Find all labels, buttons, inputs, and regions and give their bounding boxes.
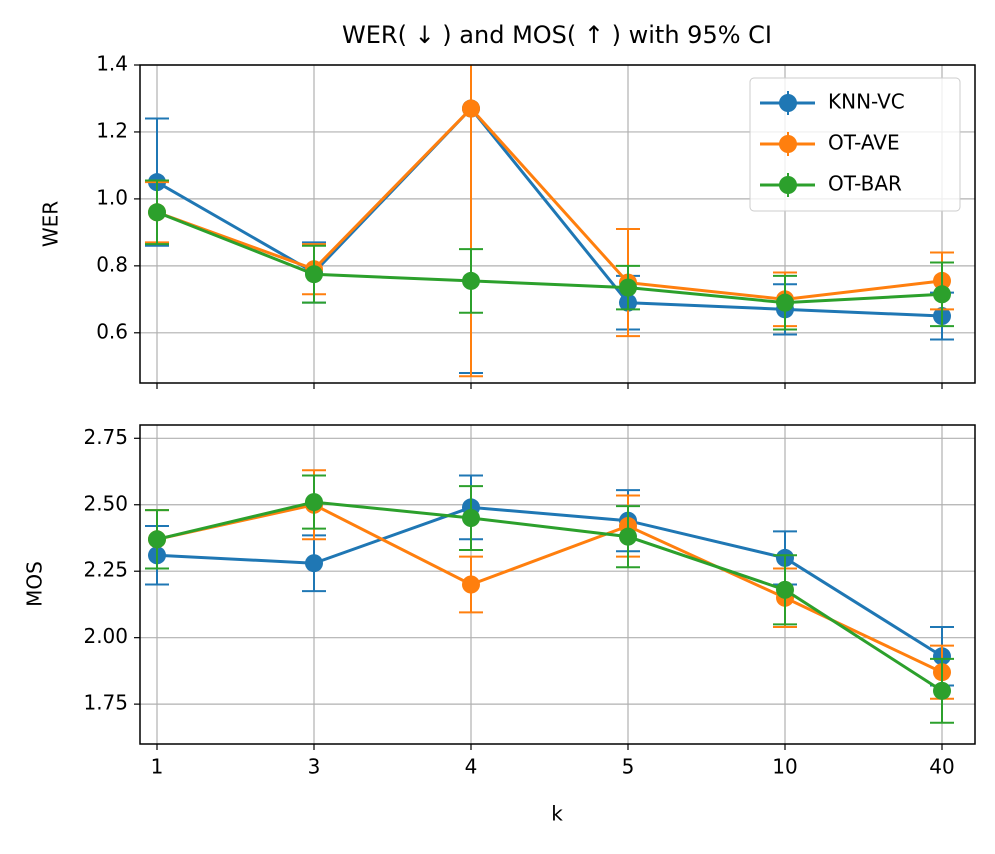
- x-tick-label: 1: [151, 755, 164, 779]
- marker: [776, 293, 794, 312]
- y-tick-label: 1.0: [96, 185, 128, 209]
- y-tick-label: 2.75: [83, 425, 128, 449]
- legend-label: KNN-VC: [828, 90, 905, 114]
- y-tick-label: 1.4: [96, 52, 128, 76]
- legend-label: OT-AVE: [828, 131, 900, 155]
- legend-label: OT-BAR: [828, 172, 902, 196]
- axes-frame: [139, 64, 976, 384]
- marker: [619, 527, 637, 546]
- marker: [462, 509, 480, 528]
- marker: [619, 278, 637, 297]
- chart-title: WER( ↓ ) and MOS( ↑ ) with 95% CI: [342, 21, 772, 49]
- plot-area: [145, 469, 954, 724]
- legend-marker: [779, 176, 797, 194]
- marker: [148, 530, 166, 549]
- legend-box: [749, 77, 961, 212]
- series-line: [156, 505, 943, 658]
- x-tick-label: 5: [622, 755, 635, 779]
- marker: [462, 99, 480, 118]
- marker: [305, 265, 323, 284]
- y-axis-label: MOS: [23, 561, 47, 607]
- marker: [933, 285, 951, 304]
- y-tick-label: 1.75: [83, 691, 128, 715]
- legend: KNN-VC OT-AVE OT-BAR: [749, 77, 961, 212]
- y-tick-label: 2.50: [83, 491, 128, 515]
- y-axis-label: WER: [39, 201, 63, 247]
- x-tick-label: 40: [929, 755, 954, 779]
- marker: [462, 575, 480, 594]
- legend-marker: [779, 135, 797, 153]
- series-line: [156, 503, 943, 674]
- series-line: [156, 106, 943, 318]
- marker: [776, 580, 794, 599]
- y-tick-label: 2.00: [83, 624, 128, 648]
- marker: [148, 203, 166, 222]
- series-line: [156, 210, 943, 305]
- series-line: [156, 500, 943, 693]
- marker: [933, 681, 951, 700]
- x-axis-label: k: [551, 802, 563, 826]
- x-tick-label: 10: [772, 755, 797, 779]
- marker: [305, 554, 323, 573]
- y-tick-label: 1.2: [96, 118, 128, 142]
- series-line: [156, 106, 943, 301]
- marker: [305, 493, 323, 512]
- y-tick-label: 0.8: [96, 252, 128, 276]
- y-tick-label: 2.25: [83, 558, 128, 582]
- y-tick-label: 0.6: [96, 319, 128, 343]
- legend-marker: [779, 94, 797, 112]
- marker: [462, 271, 480, 290]
- x-tick-label: 3: [308, 755, 321, 779]
- x-tick-label: 4: [465, 755, 478, 779]
- axes-frame: [139, 424, 976, 745]
- plot-area: [145, 65, 954, 378]
